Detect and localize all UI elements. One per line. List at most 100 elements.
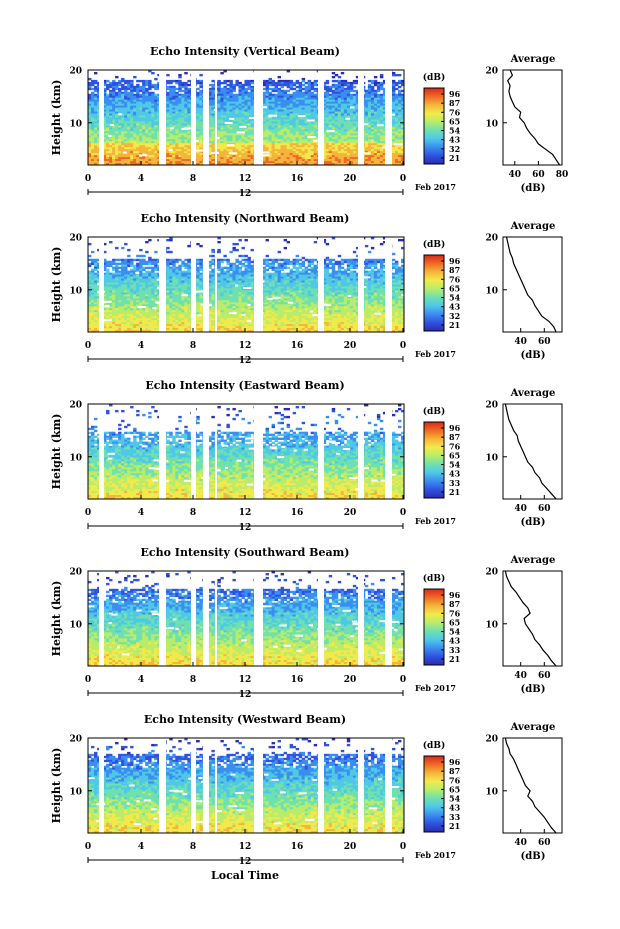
data-speckle <box>97 283 103 286</box>
average-x-label: (dB) <box>521 517 546 528</box>
colorbar-tick-label: 76 <box>449 274 461 284</box>
x-tick-label: 0 <box>85 174 91 184</box>
data-speckle <box>161 627 168 630</box>
data-speckle <box>151 610 158 613</box>
data-speckle <box>215 469 221 472</box>
heatmap-cells <box>88 237 405 333</box>
data-speckle <box>201 780 205 783</box>
colorbar-tick-label: 87 <box>449 265 460 275</box>
colorbar-tick-label: 96 <box>449 256 461 266</box>
colorbar-tick-label: 76 <box>449 441 461 451</box>
x-tick-label: 16 <box>291 675 304 685</box>
data-gap <box>254 404 263 499</box>
average-x-tick-label: 80 <box>556 170 569 180</box>
average-y-tick-label: 10 <box>485 119 498 129</box>
data-speckle <box>181 127 190 130</box>
average-y-tick-label: 20 <box>485 401 498 411</box>
data-speckle <box>273 822 282 825</box>
colorbar-tick-label: 87 <box>449 766 460 776</box>
data-speckle <box>256 312 264 314</box>
colorbar-tick-label: 87 <box>449 432 460 442</box>
data-gap <box>191 571 196 666</box>
average-profile-line <box>504 570 557 667</box>
data-speckle <box>371 479 379 482</box>
average-y-tick-label: 10 <box>485 787 498 797</box>
colorbar-unit: (dB) <box>423 239 445 250</box>
x-tick-label: 16 <box>291 341 304 351</box>
data-speckle <box>261 478 266 481</box>
x-tick-label: 12 <box>239 675 252 685</box>
average-x-tick-label: 60 <box>538 838 551 848</box>
data-speckle <box>260 280 265 283</box>
data-speckle <box>229 312 237 315</box>
data-speckle <box>121 653 130 656</box>
data-speckle <box>332 604 340 607</box>
data-speckle <box>160 480 169 483</box>
data-speckle <box>357 791 362 794</box>
data-gap <box>385 738 392 833</box>
data-gap <box>254 70 263 165</box>
average-x-label: (dB) <box>521 183 546 194</box>
x-tick-label: 0 <box>85 842 91 852</box>
data-speckle <box>393 628 398 631</box>
data-speckle <box>256 121 263 124</box>
data-speckle <box>296 649 302 652</box>
data-speckle <box>156 286 164 289</box>
data-speckle <box>213 108 217 111</box>
data-speckle <box>215 137 220 140</box>
data-speckle <box>404 483 411 486</box>
colorbar-tick-label: 76 <box>449 775 461 785</box>
data-speckle <box>378 778 382 781</box>
data-speckle <box>190 139 199 142</box>
y-axis-label: Height (km) <box>50 80 63 156</box>
data-speckle <box>198 776 203 779</box>
data-speckle <box>271 447 278 450</box>
data-speckle <box>361 123 369 126</box>
x-tick-label: 4 <box>138 341 144 351</box>
data-speckle <box>306 119 315 122</box>
x-tick-label: 8 <box>190 341 196 351</box>
panels-group: Echo Intensity (Vertical Beam) 20 10 Height… <box>50 45 568 867</box>
data-speckle <box>267 298 273 300</box>
average-y-tick-label: 20 <box>485 67 498 77</box>
data-speckle <box>393 143 403 146</box>
data-speckle <box>104 300 112 303</box>
panel-title: Echo Intensity (Southward Beam) <box>141 546 350 559</box>
data-speckle <box>229 117 235 120</box>
data-speckle <box>331 442 340 444</box>
data-gap <box>191 404 196 499</box>
data-gap <box>318 404 324 499</box>
data-speckle <box>271 778 279 781</box>
average-profile-line <box>505 236 557 333</box>
data-gap <box>159 571 166 666</box>
average-y-tick-label: 10 <box>485 620 498 630</box>
x-tick-label: 8 <box>190 174 196 184</box>
data-speckle <box>247 303 251 306</box>
average-x-tick-label: 60 <box>532 170 545 180</box>
colorbar-tick-label: 54 <box>449 126 461 136</box>
data-speckle <box>390 620 400 623</box>
average-x-tick-label: 60 <box>538 504 551 514</box>
data-speckle <box>96 820 103 823</box>
data-speckle <box>193 290 202 293</box>
data-speckle <box>257 647 263 649</box>
data-speckle <box>268 114 277 117</box>
heatmap-cells <box>88 404 405 500</box>
data-speckle <box>118 113 122 116</box>
data-speckle <box>361 286 367 288</box>
data-speckle <box>228 805 238 808</box>
data-speckle <box>321 647 327 650</box>
month-label: Feb 2017 <box>415 182 456 192</box>
data-speckle <box>201 476 210 479</box>
colorbar <box>423 87 445 165</box>
colorbar-tick-label: 21 <box>449 153 460 163</box>
x-tick-label: 0 <box>400 675 406 685</box>
colorbar-tick-label: 33 <box>449 478 461 488</box>
data-gap <box>159 237 166 332</box>
data-speckle <box>279 791 286 794</box>
data-gap <box>215 237 217 332</box>
data-speckle <box>283 644 291 647</box>
data-speckle <box>239 125 247 128</box>
data-speckle <box>97 290 105 293</box>
average-x-tick-label: 40 <box>514 337 527 347</box>
